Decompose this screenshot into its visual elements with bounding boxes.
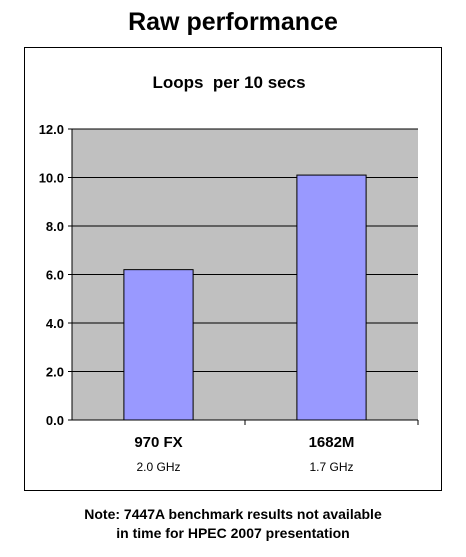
bar-970-fx (123, 269, 194, 421)
x-category-label: 1682M (309, 434, 355, 451)
y-tick-label: 2.0 (46, 365, 64, 380)
y-tick-label: 0.0 (46, 413, 64, 428)
bars (123, 174, 367, 421)
x-axis-labels: 970 FX 2.0 GHz 1682M 1.7 GHz (134, 420, 419, 474)
y-axis-ticks: 0.0 2.0 4.0 6.0 8.0 10.0 12.0 (39, 122, 72, 428)
chart-title: Loops per 10 secs (152, 73, 305, 92)
y-tick-label: 12.0 (39, 122, 64, 137)
bar-chart: Loops per 10 secs 0.0 2.0 4.0 6.0 8.0 10.0 12.… (39, 73, 419, 474)
y-tick-label: 10.0 (39, 171, 64, 186)
y-tick-label: 6.0 (46, 268, 64, 283)
y-tick-label: 4.0 (46, 316, 64, 331)
footnote-line-2: in time for HPEC 2007 presentation (116, 525, 350, 541)
x-category-label: 970 FX (134, 434, 182, 451)
bar-1682m (296, 174, 367, 421)
y-tick-label: 8.0 (46, 219, 64, 234)
slide-title: Raw performance (128, 8, 338, 36)
footnote-line-1: Note: 7447A benchmark results not availa… (84, 506, 382, 522)
footnote: Note: 7447A benchmark results not availa… (0, 505, 466, 543)
x-category-sublabel: 2.0 GHz (136, 460, 180, 474)
x-category-sublabel: 1.7 GHz (309, 460, 353, 474)
